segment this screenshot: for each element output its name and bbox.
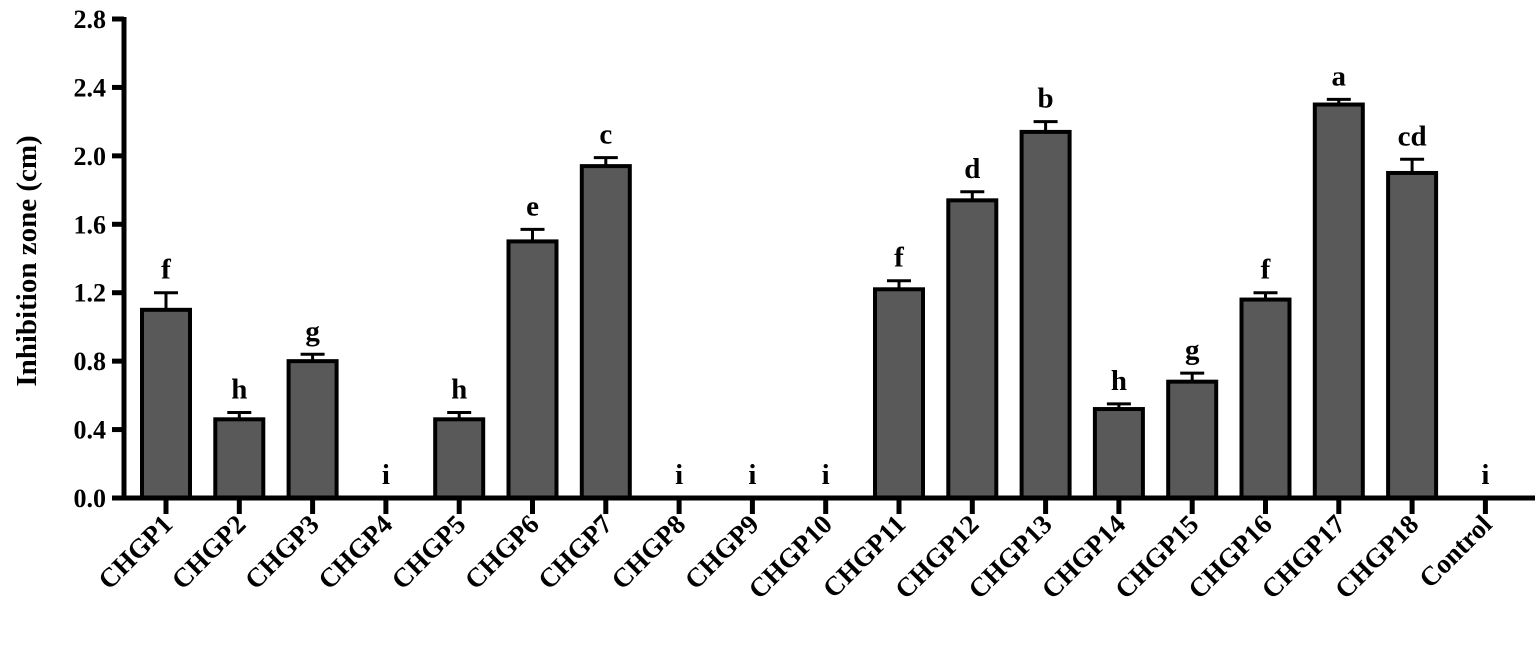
significance-letter: h [451, 373, 467, 405]
bars-group: f h g i h e c i i i f d b h g f a cd i [140, 60, 1489, 501]
significance-letter: f [161, 254, 171, 286]
significance-letter: h [1111, 365, 1127, 397]
x-tick-label: CHGP6 [459, 509, 545, 595]
x-axis: CHGP1CHGP2CHGP3CHGP4CHGP5CHGP6CHGP7CHGP8… [92, 495, 1535, 604]
bar [213, 417, 266, 500]
y-tick-label: 2.0 [74, 142, 107, 171]
x-tick-label: CHGP2 [166, 509, 252, 595]
significance-letter: f [1261, 254, 1271, 286]
y-tick-label: 0.0 [74, 484, 107, 513]
significance-letter: i [748, 459, 756, 491]
significance-letter: b [1038, 83, 1054, 115]
bar [579, 164, 632, 500]
bar [1092, 407, 1145, 500]
significance-letter: a [1332, 60, 1347, 92]
bar [1312, 102, 1365, 501]
significance-letter: h [231, 373, 247, 405]
x-tick-label: CHGP8 [605, 509, 691, 595]
y-tick-label: 2.8 [74, 5, 107, 34]
bar [873, 287, 925, 500]
y-tick-label: 0.4 [74, 416, 107, 445]
x-tick-label: CHGP5 [386, 509, 472, 595]
bar [1239, 297, 1292, 500]
y-axis-label: Inhibition zone (cm) [11, 135, 43, 386]
x-tick-label: CHGP3 [239, 509, 325, 595]
bar [433, 417, 486, 500]
significance-letter: i [675, 459, 683, 491]
significance-letter: i [822, 459, 830, 491]
bar [1166, 379, 1219, 500]
significance-letter: g [305, 315, 320, 347]
significance-letter: f [894, 242, 904, 274]
x-tick-label: Control [1413, 509, 1498, 594]
bar [506, 239, 559, 500]
y-axis: 0.0 0.4 0.8 1.2 1.6 2.0 2.4 2.8 [74, 5, 127, 513]
bar [286, 359, 339, 500]
y-tick-label: 1.2 [74, 279, 107, 308]
significance-letter: d [964, 153, 980, 185]
x-tick-label: CHGP4 [312, 509, 398, 595]
bar [1019, 129, 1072, 501]
x-tick-label: CHGP1 [92, 509, 178, 595]
significance-letter: g [1185, 334, 1200, 366]
significance-letter: i [382, 459, 390, 491]
y-tick-label: 1.6 [74, 210, 107, 239]
y-tick-label: 2.4 [74, 73, 107, 102]
y-tick-label: 0.8 [74, 347, 107, 376]
x-tick-label: CHGP7 [532, 509, 618, 595]
significance-letter: c [599, 119, 612, 151]
significance-letter: e [526, 190, 539, 222]
bar [946, 198, 999, 500]
bar [140, 307, 192, 501]
significance-letter: cd [1398, 120, 1427, 152]
significance-letter: i [1481, 459, 1489, 491]
bar [1386, 170, 1439, 500]
